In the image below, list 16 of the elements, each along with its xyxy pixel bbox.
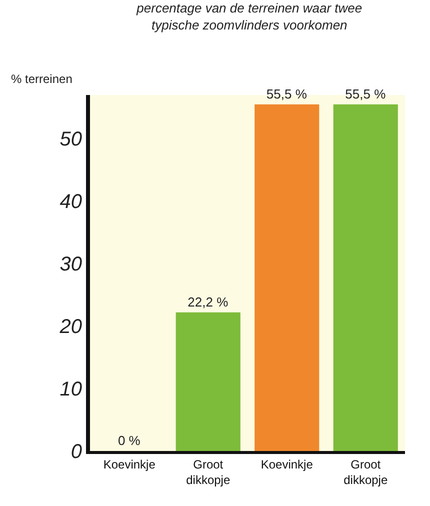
x-tick-label: Koevinkje <box>260 457 314 472</box>
y-tick-label: 50 <box>60 128 82 151</box>
data-label: 22,2 % <box>188 294 229 310</box>
data-label: 55,5 % <box>345 86 386 102</box>
y-axis-title: % terreinen <box>11 72 72 86</box>
y-tick-label: 10 <box>60 378 82 401</box>
y-tick-label: 20 <box>58 316 82 338</box>
y-tick-label: 0 <box>70 441 82 463</box>
chart-title: percentage van de terreinen waar twee typische zoomvlinders voorkomen <box>136 0 362 33</box>
data-label: 55,5 % <box>266 86 308 102</box>
y-tick-label: 40 <box>60 191 82 214</box>
data-label: 0 % <box>118 433 141 448</box>
x-tick-label: Groot dikkopje <box>344 457 388 487</box>
x-tick-label: Groot dikkopje <box>186 457 230 487</box>
x-tick-label: Koevinkje <box>103 457 156 472</box>
y-tick-label: 30 <box>60 254 82 276</box>
